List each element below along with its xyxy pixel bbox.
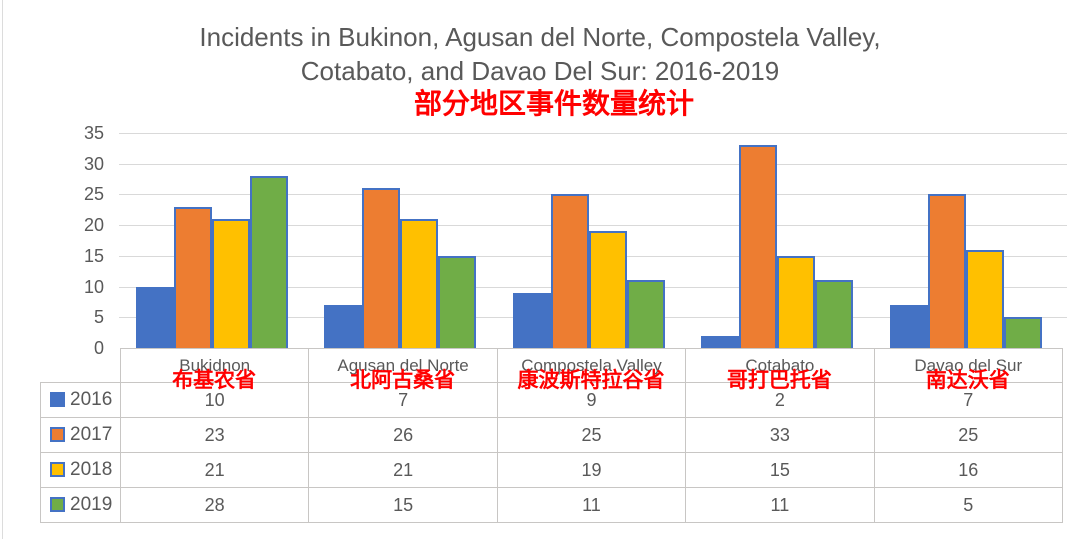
value-cell-2016-davao-del-sur: 7: [873, 382, 1063, 418]
value-cell-2019-agusan-del-norte: 15: [308, 487, 498, 523]
gridline-25: [119, 194, 1067, 196]
value-cell-2016-agusan-del-norte: 7: [308, 382, 498, 418]
y-axis-label-5: 5: [93, 307, 104, 328]
category-header-davao-del-sur: Davao del Sur: [873, 348, 1063, 383]
category-label-cn-compostela-valley: 康波斯特拉谷省: [517, 368, 665, 392]
value-cell-2016-bukidnon: 10: [119, 382, 310, 418]
bar-2016-compostela-valley: [512, 292, 551, 348]
bar-2018-bukidnon: [212, 219, 250, 348]
bar-2016-agusan-del-norte: [324, 305, 363, 348]
bar-2019-cotabato: [815, 280, 854, 348]
value-cell-2018-agusan-del-norte: 21: [308, 452, 498, 488]
gridline-30: [119, 163, 1067, 165]
chart-title-line1: Incidents in Bukinon, Agusan del Norte, …: [199, 22, 881, 52]
value-cell-2017-davao-del-sur: 25: [873, 417, 1063, 453]
table-row-2016: 2016 10 7 9 2 7: [40, 382, 1063, 418]
value-cell-2019-compostela-valley: 11: [496, 487, 687, 523]
bar-2019-davao-del-sur: [1003, 317, 1042, 348]
category-label-cn-cotabato: 哥打巴托省: [726, 368, 832, 392]
value-cell-2017-compostela-valley: 25: [496, 417, 687, 453]
legend-swatch-2018: [50, 462, 65, 477]
bar-group-compostela-valley: [512, 133, 665, 348]
bar-2019-bukidnon: [250, 176, 288, 348]
bar-group-davao-del-sur: [889, 133, 1042, 348]
y-axis-label-15: 15: [83, 245, 104, 266]
category-chinese-labels: 布基农省 北阿古桑省 康波斯特拉谷省 哥打巴托省 南达沃省: [120, 367, 1062, 395]
legend-swatch-2016: [50, 392, 65, 407]
bar-2016-davao-del-sur: [889, 305, 928, 348]
bar-2018-davao-del-sur: [965, 249, 1004, 348]
value-cell-2019-bukidnon: 28: [119, 487, 310, 523]
bar-2017-davao-del-sur: [927, 194, 966, 348]
table-row-2019: 2019 28 15 11 11 5: [40, 487, 1063, 523]
table-row-2018: 2018 21 21 19 15 16: [40, 452, 1063, 488]
value-cell-2019-cotabato: 11: [685, 487, 875, 523]
y-axis: 0 5 10 15 20 25 30 35: [52, 123, 104, 358]
category-label-cn-bukidnon: 布基农省: [172, 368, 257, 392]
table-row-2017: 2017 23 26 25 33 25: [40, 417, 1063, 453]
value-cell-2016-cotabato: 2: [685, 382, 875, 418]
bar-group-bukidnon: [136, 133, 288, 348]
category-header-bukidnon: Bukidnon: [119, 348, 310, 383]
value-cell-2017-bukidnon: 23: [119, 417, 310, 453]
plot-area: [119, 133, 1067, 348]
value-cell-2017-cotabato: 33: [685, 417, 875, 453]
y-axis-label-35: 35: [83, 123, 104, 143]
category-header-agusan-del-norte: Agusan del Norte: [308, 348, 498, 383]
legend-cell-2019: 2019: [40, 487, 121, 523]
value-cell-2018-bukidnon: 21: [119, 452, 310, 488]
bar-2017-cotabato: [739, 145, 778, 348]
category-label-cn-davao-del-sur: 南达沃省: [925, 368, 1010, 392]
bar-2016-bukidnon: [136, 286, 174, 348]
chart-title-block: Incidents in Bukinon, Agusan del Norte, …: [0, 20, 1080, 121]
legend-swatch-2017: [50, 427, 65, 442]
gridline-35: [119, 133, 1067, 134]
table-corner-cell: [41, 349, 121, 383]
category-header-compostela-valley: Compostela Valley: [496, 348, 687, 383]
chart-subtitle-chinese: 部分地区事件数量统计: [413, 89, 694, 120]
legend-year-label-2018: 2018: [70, 459, 113, 480]
y-axis-label-25: 25: [83, 184, 104, 205]
bar-group-agusan-del-norte: [324, 133, 477, 348]
data-table: Bukidnon Agusan del Norte Compostela Valle…: [40, 348, 1063, 523]
y-axis-label-0: 0: [93, 338, 104, 358]
bar-2018-compostela-valley: [588, 231, 627, 348]
bar-2019-compostela-valley: [626, 280, 665, 348]
bar-2017-bukidnon: [174, 206, 212, 348]
chart-title-line2: Cotabato, and Davao Del Sur: 2016-2019: [300, 56, 780, 86]
y-axis-label-10: 10: [83, 276, 104, 297]
legend-cell-2016: 2016: [40, 382, 121, 418]
legend-year-label-2017: 2017: [70, 424, 113, 445]
bar-group-cotabato: [701, 133, 854, 348]
bar-2017-compostela-valley: [550, 194, 589, 348]
bar-2019-agusan-del-norte: [438, 255, 477, 348]
value-cell-2018-davao-del-sur: 16: [873, 452, 1063, 488]
bar-2016-cotabato: [701, 335, 740, 348]
legend-year-label-2019: 2019: [70, 494, 113, 515]
value-cell-2018-compostela-valley: 19: [496, 452, 687, 488]
category-label-cn-agusan-del-norte: 北阿古桑省: [350, 368, 456, 392]
y-axis-label-30: 30: [83, 153, 104, 174]
legend-cell-2017: 2017: [40, 417, 121, 453]
value-cell-2018-cotabato: 15: [685, 452, 875, 488]
gridline-20: [119, 225, 1067, 227]
value-cell-2019-davao-del-sur: 5: [873, 487, 1063, 523]
bar-2018-agusan-del-norte: [400, 219, 439, 348]
legend-swatch-2019: [50, 497, 65, 512]
legend-cell-2018: 2018: [40, 452, 121, 488]
table-header-row: Bukidnon Agusan del Norte Compostela Valle…: [41, 348, 1063, 383]
bar-2018-cotabato: [777, 255, 816, 348]
legend-year-label-2016: 2016: [70, 389, 113, 410]
value-cell-2017-agusan-del-norte: 26: [308, 417, 498, 453]
bar-2017-agusan-del-norte: [362, 188, 401, 348]
left-edge-line: [2, 0, 3, 539]
y-axis-label-20: 20: [83, 215, 104, 236]
